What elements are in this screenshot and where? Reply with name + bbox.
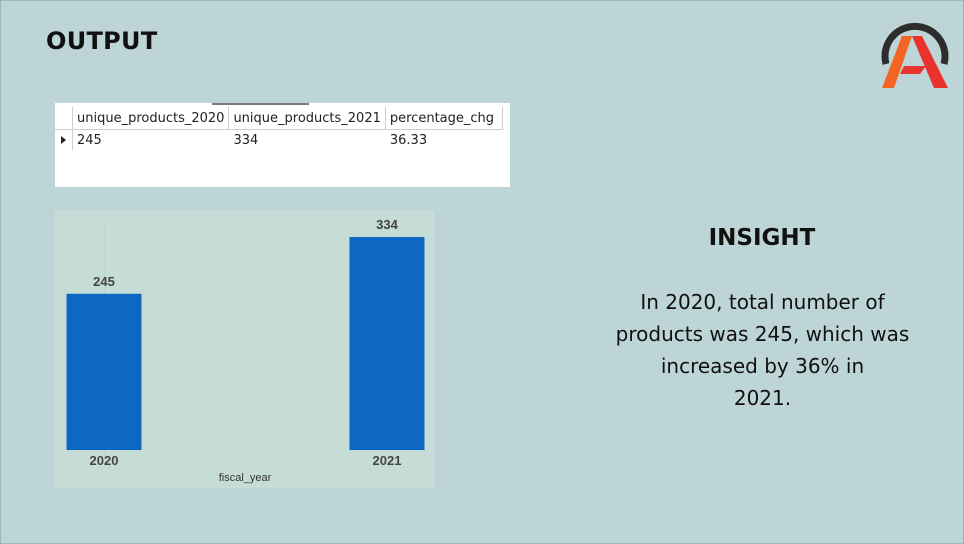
- current-row-arrow-icon: [61, 136, 66, 144]
- insight-title: INSIGHT: [708, 225, 816, 251]
- result-grid: unique_products_2020 unique_products_202…: [55, 103, 510, 187]
- column-header[interactable]: unique_products_2020: [72, 107, 230, 130]
- table-cell[interactable]: 334: [228, 129, 386, 150]
- table-header-row: unique_products_2020 unique_products_202…: [55, 107, 503, 130]
- insight-line: products was 245, which was: [615, 322, 910, 346]
- table-cell[interactable]: 36.33: [385, 129, 503, 150]
- insight-line: In 2020, total number of: [640, 290, 885, 314]
- insight-line: increased by 36% in: [660, 354, 865, 378]
- row-selector[interactable]: [55, 129, 73, 150]
- insight-line: 2021.: [733, 386, 792, 410]
- page-title: OUTPUT: [46, 27, 158, 55]
- chart-data-label: 245: [93, 274, 115, 289]
- row-header-corner: [55, 107, 73, 130]
- chart-bar-2020[interactable]: [66, 293, 142, 450]
- insight-text: In 2020, total number of products was 24…: [580, 286, 945, 414]
- chart-data-label: 334: [376, 217, 398, 232]
- column-header[interactable]: percentage_chg: [385, 107, 503, 130]
- chart-x-tick-label: 2021: [373, 453, 402, 468]
- column-header[interactable]: unique_products_2021: [228, 107, 386, 130]
- grid-scroll-indicator: [212, 103, 309, 105]
- chart-x-tick-label: 2020: [90, 453, 119, 468]
- table-row[interactable]: 245 334 36.33: [55, 129, 503, 150]
- result-table: unique_products_2020 unique_products_202…: [55, 107, 503, 150]
- a-letter-logo-icon: [881, 22, 949, 88]
- bar-chart-svg: 245 2020 334 2021 fiscal_year: [66, 217, 425, 484]
- chart-bar-2021[interactable]: [349, 237, 425, 450]
- table-cell[interactable]: 245: [72, 129, 230, 150]
- bar-chart: 245 2020 334 2021 fiscal_year: [55, 210, 435, 488]
- chart-x-axis-label: fiscal_year: [219, 472, 272, 484]
